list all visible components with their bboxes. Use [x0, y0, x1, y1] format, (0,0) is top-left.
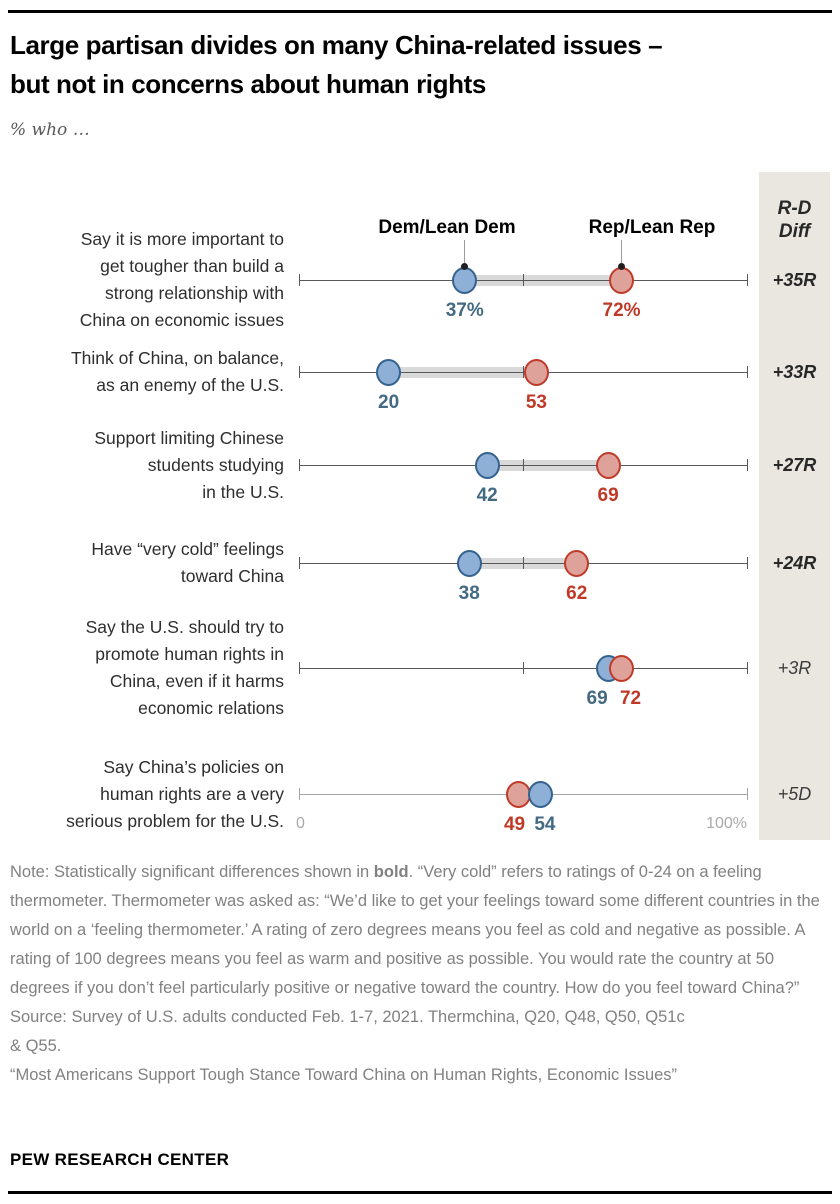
- legend-rep-label: Rep/Lean Rep: [588, 217, 716, 238]
- rep-dot: [506, 780, 532, 808]
- diff-column-header: R-D Diff: [759, 197, 830, 243]
- diff-column-panel: [759, 172, 830, 840]
- chart-title: Large partisan divides on many China-rel…: [10, 26, 820, 104]
- rep-legend-leader: [621, 240, 623, 267]
- row-label-line: Say the U.S. should try to: [85, 617, 284, 637]
- rep-value: 72%: [602, 300, 641, 321]
- diff-value: +5D: [777, 784, 812, 804]
- dem-legend-leader: [464, 240, 466, 267]
- row-label-line: human rights are a very: [100, 783, 284, 804]
- rep-dot: [523, 358, 549, 386]
- axis-min-label: 0: [296, 815, 305, 832]
- rep-dot: [564, 549, 590, 577]
- rep-dot: [595, 451, 621, 479]
- diff-value: +24R: [772, 553, 817, 573]
- source-text: Source: Survey of U.S. adults conducted …: [10, 1008, 685, 1055]
- row-label: Support limiting Chinese students studyin…: [10, 425, 284, 506]
- brand-footer: PEW RESEARCH CENTER: [10, 1150, 230, 1169]
- axis-right-tick: [746, 366, 748, 378]
- legend-dem-label: Dem/Lean Dem: [378, 217, 516, 238]
- row-label-line: Think of China, on balance,: [70, 348, 284, 368]
- rep-value: 62: [566, 583, 588, 604]
- axis-max-label: 100%: [706, 815, 747, 832]
- axis-left-tick: [298, 274, 300, 286]
- row-label-line: promote human rights in: [95, 644, 284, 664]
- row-label: Say it is more important to get tougher t…: [10, 226, 284, 334]
- row-label-line: in the U.S.: [202, 481, 284, 502]
- axis-left-tick: [298, 459, 300, 471]
- axis-mid-tick: [522, 557, 524, 569]
- row-label-line: strong relationship with: [105, 283, 284, 303]
- row-label: Say the U.S. should try to promote human …: [10, 614, 284, 722]
- dem-value: 54: [534, 814, 556, 835]
- axis-right-tick: [746, 274, 748, 286]
- axis-left-tick: [298, 366, 300, 378]
- row-label-line: Support limiting Chinese: [94, 427, 284, 448]
- row-label-line: China, even if it harms: [109, 671, 284, 691]
- top-rule: [8, 10, 832, 13]
- notes-block: Note: Statistically significant differen…: [10, 858, 824, 1090]
- row-label-line: as an enemy of the U.S.: [96, 375, 284, 395]
- diff-value: +27R: [772, 455, 817, 475]
- diff-header-line: R-D: [777, 198, 812, 219]
- row-label-line: get tougher than build a: [100, 256, 284, 276]
- chart-title-line: but not in concerns about human rights: [10, 69, 486, 99]
- diff-header-line: Diff: [778, 221, 811, 242]
- dem-dot: [528, 780, 554, 808]
- rep-value: 72: [619, 688, 642, 709]
- axis-right-tick: [746, 662, 748, 674]
- diff-value: +35R: [772, 270, 817, 290]
- row-label: Think of China, on balance, as an enemy o…: [10, 345, 284, 399]
- axis-mid-tick: [522, 459, 524, 471]
- row-label: Have “very cold” feelings toward China: [10, 536, 284, 590]
- chart-subtitle: % who …: [10, 120, 90, 140]
- dem-value: 42: [476, 485, 498, 506]
- diff-value: +3R: [777, 658, 812, 678]
- chart-title-line: Large partisan divides on many China-rel…: [10, 30, 663, 60]
- dem-legend-anchor-dot: [461, 263, 469, 270]
- diff-value: +33R: [772, 362, 817, 382]
- row-label-line: Have “very cold” feelings: [91, 539, 284, 559]
- rep-value: 69: [597, 485, 619, 506]
- axis-mid-tick: [522, 274, 524, 286]
- row-label: Say China’s policies on human rights are …: [10, 754, 284, 835]
- rep-legend-anchor-dot: [618, 263, 626, 270]
- rep-value: 53: [525, 392, 547, 413]
- axis-mid-tick: [522, 366, 524, 378]
- dem-dot: [452, 266, 478, 294]
- axis-right-tick: [746, 788, 748, 800]
- bottom-rule: [8, 1191, 832, 1194]
- axis-left-tick: [298, 788, 300, 800]
- row-label-line: students studying: [147, 454, 284, 475]
- axis-left-tick: [298, 662, 300, 674]
- dem-dot: [376, 358, 402, 386]
- row-label-line: serious problem for the U.S.: [66, 810, 284, 831]
- dem-dot: [474, 451, 500, 479]
- dem-value: 38: [458, 583, 480, 604]
- note-text: Note: Statistically significant differen…: [10, 863, 820, 997]
- row-label-line: economic relations: [138, 698, 284, 718]
- axis-right-tick: [746, 459, 748, 471]
- rep-dot: [609, 266, 635, 294]
- dem-value: 69: [586, 688, 608, 709]
- dem-value: 37%: [445, 300, 484, 321]
- dem-dot: [456, 549, 482, 577]
- rep-value: 49: [503, 814, 526, 835]
- axis-right-tick: [746, 557, 748, 569]
- axis-mid-tick: [522, 662, 524, 674]
- dem-value: 20: [378, 392, 400, 413]
- row-label-line: toward China: [180, 566, 284, 586]
- row-label-line: Say it is more important to: [80, 229, 284, 249]
- row-label-line: Say China’s policies on: [103, 756, 284, 777]
- report-title-text: “Most Americans Support Tough Stance Tow…: [10, 1066, 678, 1084]
- rep-dot: [609, 654, 635, 682]
- axis-left-tick: [298, 557, 300, 569]
- row-label-line: China on economic issues: [79, 310, 284, 330]
